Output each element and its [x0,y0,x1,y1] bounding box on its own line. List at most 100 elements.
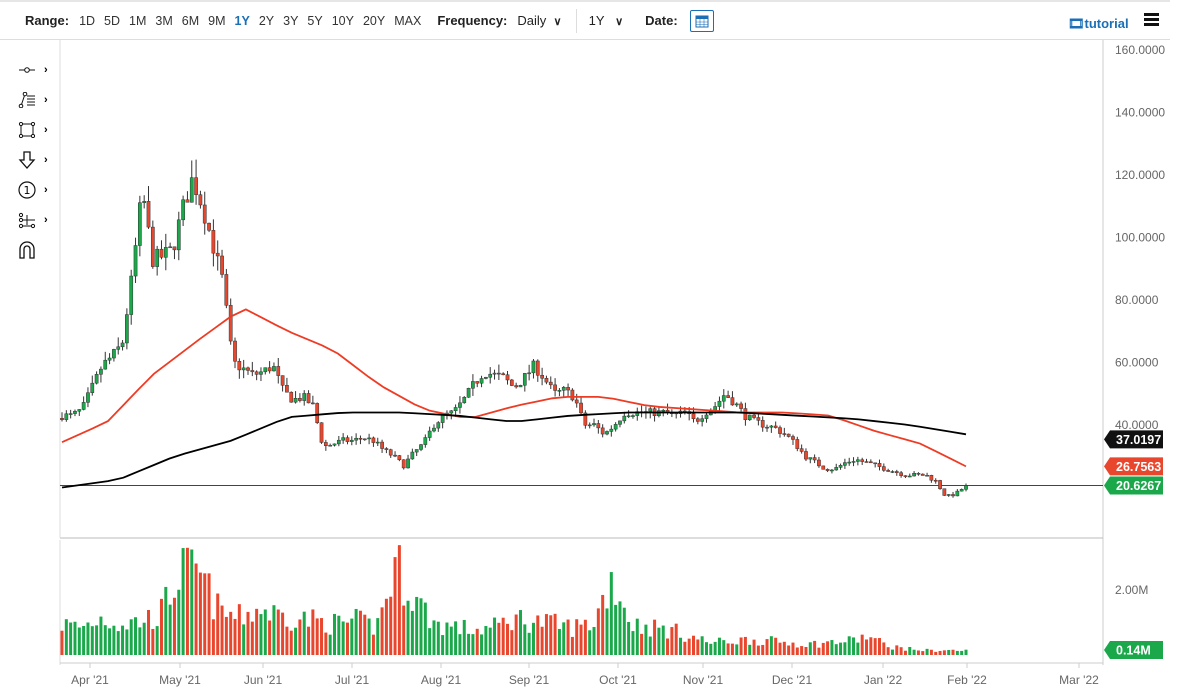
range-1d[interactable]: 1D [79,13,96,28]
volume-bar [384,598,388,655]
range-5y[interactable]: 5Y [307,13,323,28]
candle [393,451,397,458]
rectangle-tool[interactable]: › [0,115,58,145]
candle-body [189,177,194,203]
volume-bar [181,548,185,655]
volume-bar [800,646,804,655]
volume-bar [497,622,501,655]
candle [241,359,246,379]
volume-bar [320,618,324,655]
range-label: Range: [25,13,70,28]
range-10y[interactable]: 10Y [331,13,354,28]
candle [159,240,164,260]
range-1m[interactable]: 1M [129,13,147,28]
candle [881,463,886,472]
arrow-tool[interactable]: › [0,145,58,175]
candle [77,409,82,416]
range-1y[interactable]: 1Y [234,13,250,28]
volume-bar [947,649,951,655]
candle-body [600,427,605,435]
candle-body [215,252,220,257]
tutorial-link[interactable]: 🎞︎tutorial [1068,16,1129,31]
candle-body [843,462,847,466]
candle [207,222,211,233]
volume-bar [908,646,912,655]
volume-bar [700,636,704,655]
candle [873,462,878,468]
volume-bar [843,642,847,655]
drawing-tools: › › › › 1 › › [0,55,58,265]
volume-bar [938,650,942,655]
range-5d[interactable]: 5D [104,13,121,28]
range-2y[interactable]: 2Y [258,13,275,28]
candle-body [765,426,769,429]
candle [112,348,116,362]
volume-bar [298,619,302,655]
candle-body [302,393,307,401]
period-dropdown[interactable]: 1Y ∨ [589,13,624,28]
candle-body [155,248,160,267]
volume-bar [108,628,112,655]
range-3y[interactable]: 3Y [283,13,299,28]
price-tick: 140.0000 [1115,106,1165,120]
candle-body [522,373,527,386]
candle [622,411,627,424]
volume-bar [185,547,189,655]
volume-bar [86,622,90,655]
candle [946,494,951,497]
volume-bar [570,636,574,655]
volume-bar [696,639,700,655]
volume-bar [960,650,964,655]
candle-body [207,222,211,231]
candle-body [267,367,272,372]
candle-body [847,461,852,464]
range-6m[interactable]: 6M [181,13,200,28]
measure-tool[interactable]: › [0,205,58,235]
range-9m[interactable]: 9M [208,13,226,28]
hamburger-menu-icon[interactable] [1144,13,1159,28]
volume-bar [354,608,358,655]
candle [730,391,735,406]
candle [574,393,579,408]
frequency-label: Frequency: [437,13,508,28]
candle [488,367,493,384]
chevron-right-icon: › [44,64,48,76]
candle-body [942,488,947,496]
frequency-dropdown[interactable]: Daily ∨ [517,13,561,28]
volume-bar [449,626,453,655]
candle-body [899,472,903,476]
candle [272,362,276,372]
candle-body [726,395,730,398]
candle [964,483,968,492]
range-3m[interactable]: 3M [155,13,173,28]
candle-body [319,422,324,443]
candle-body [116,346,121,350]
volume-bar [739,637,743,655]
candle-body [211,230,216,254]
numbered-marker-icon: 1 [18,181,36,199]
x-tick-label: Apr '21 [71,673,109,687]
volume-bar [402,605,406,655]
marker-tool[interactable]: 1 › [0,175,58,205]
candle-body [345,437,350,442]
volume-bar [549,615,553,655]
candle-body [241,367,246,371]
candle [267,361,272,374]
candle [613,422,618,432]
fib-tool[interactable]: › [0,85,58,115]
magnet-tool[interactable] [0,235,58,265]
candle [259,367,263,382]
range-20y[interactable]: 20Y [362,13,386,28]
toolbar: Range: 1D 5D 1M 3M 6M 9M 1Y 2Y 3Y 5Y 10Y 20Y MAX Fre… [0,0,1170,40]
line-tool[interactable]: › [0,55,58,85]
candle [397,454,402,462]
x-tick-label: Jul '21 [335,673,370,687]
fib-tool-icon [18,92,35,108]
range-max[interactable]: MAX [394,13,422,28]
x-tick-label: Jan '22 [864,673,903,687]
candle [462,396,467,404]
volume-bar [653,619,657,655]
date-picker-button[interactable] [689,9,714,32]
volume-bar [951,649,955,655]
